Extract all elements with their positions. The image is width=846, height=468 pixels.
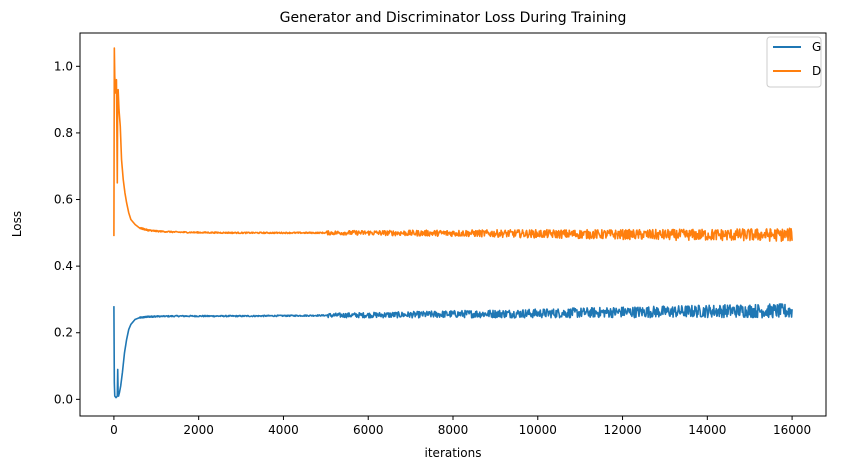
x-axis-label: iterations (425, 446, 482, 460)
legend-label-d: D (812, 64, 821, 78)
x-tick-label: 12000 (603, 423, 641, 437)
plot-area-frame (79, 32, 827, 417)
y-tick-label: 0.2 (54, 326, 73, 340)
y-tick-label: 0.0 (54, 392, 73, 406)
x-tick-label: 0 (110, 423, 118, 437)
x-tick-label: 2000 (183, 423, 214, 437)
y-tick-label: 1.0 (54, 59, 73, 73)
series-line-g (113, 303, 793, 399)
legend-label-g: G (812, 40, 821, 54)
x-tick-label: 8000 (438, 423, 469, 437)
series-line-d (113, 47, 793, 242)
x-tick-label: 16000 (773, 423, 811, 437)
chart-title: Generator and Discriminator Loss During … (280, 10, 627, 26)
x-tick-label: 14000 (688, 423, 726, 437)
x-tick-label: 10000 (519, 423, 557, 437)
y-axis-label: Loss (10, 211, 24, 237)
legend: G D (766, 36, 822, 88)
y-tick-label: 0.6 (54, 193, 73, 207)
y-tick-label: 0.4 (54, 259, 73, 273)
legend-box (766, 36, 822, 88)
x-tick-label: 4000 (268, 423, 299, 437)
x-tick-label: 6000 (353, 423, 384, 437)
y-tick-label: 0.8 (54, 126, 73, 140)
